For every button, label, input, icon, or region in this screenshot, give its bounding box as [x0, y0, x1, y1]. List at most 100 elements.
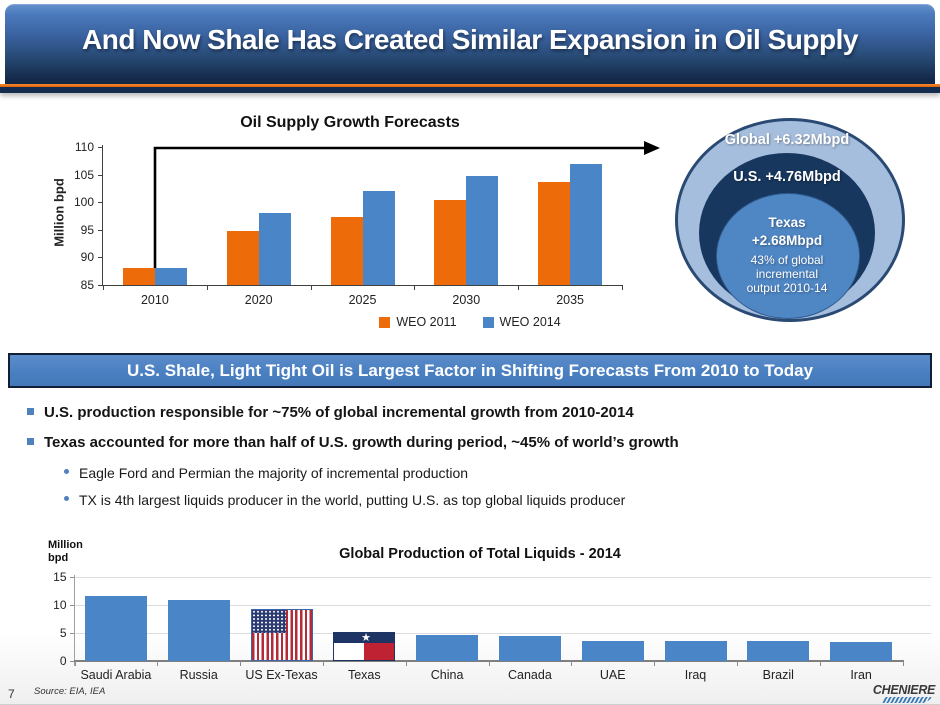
gridline	[74, 577, 931, 578]
y-axis-tick-label: 100	[73, 195, 94, 210]
liquids-chart-title: Global Production of Total Liquids - 201…	[339, 546, 621, 562]
y-axis-tick-label: 85	[80, 278, 94, 292]
circle-texas	[716, 193, 860, 319]
x-axis-category-label: UAE	[599, 668, 626, 682]
x-axis-category-label: Canada	[507, 668, 552, 682]
gridline	[74, 605, 931, 606]
bar-china	[416, 635, 479, 661]
y-axis-line	[73, 575, 75, 666]
x-axis-category-label: Saudi Arabia	[80, 668, 152, 682]
y-axis-line	[102, 145, 103, 286]
y-axis-tick-label: 105	[73, 167, 94, 182]
cheniere-logo: CHENIERE	[872, 683, 936, 697]
section-banner: U.S. Shale, Light Tight Oil is Largest F…	[8, 353, 932, 388]
y-axis-tick-mark	[98, 147, 103, 148]
title-accent-line	[0, 84, 940, 87]
x-axis-category-label: 2020	[244, 293, 273, 307]
y-axis-tick-mark	[98, 285, 103, 286]
circle-texas-note-1: 43% of global	[750, 253, 824, 267]
x-axis-tick-mark	[103, 285, 104, 290]
x-axis-category-label: Brazil	[762, 668, 794, 682]
bar-weo-2011-2020	[226, 231, 259, 285]
x-axis-tick-mark	[571, 661, 573, 666]
subbullet-tx-rank: TX is 4th largest liquids producer in th…	[64, 492, 924, 508]
x-axis-tick-mark	[74, 661, 76, 666]
circle-global-label: Global +6.32Mbpd	[724, 132, 850, 148]
y-axis-tick-mark	[98, 202, 103, 204]
bullet-texas-growth: Texas accounted for more than half of U.…	[27, 434, 927, 451]
x-axis-category-label: China	[430, 668, 464, 682]
x-axis-category-label: 2030	[452, 293, 481, 307]
oil-supply-chart-title: Oil Supply Growth Forecasts	[240, 114, 460, 131]
bar-weo-2011-2035	[538, 181, 571, 285]
y-axis-tick-label: 5	[59, 626, 67, 640]
x-axis-tick-mark	[322, 661, 324, 666]
bar-weo-2011-2030	[434, 199, 467, 285]
circle-texas-value: +2.68Mbpd	[751, 233, 823, 248]
x-axis-tick-mark	[518, 285, 520, 290]
x-axis-tick-mark	[622, 285, 623, 290]
y-axis-tick-mark	[69, 605, 75, 606]
x-axis-category-label: 2035	[556, 293, 584, 307]
bar-weo-2011-2010	[122, 268, 155, 285]
bar-weo-2014-2020	[258, 212, 291, 285]
x-axis-line	[102, 285, 622, 286]
round-bullet-icon	[64, 496, 69, 501]
x-axis-category-label: Iraq	[684, 668, 707, 682]
circle-texas-title: Texas	[768, 215, 806, 230]
y-axis-tick-mark	[98, 257, 103, 259]
x-axis-tick-mark	[488, 661, 490, 666]
y-axis-tick-mark	[98, 174, 103, 176]
round-bullet-icon	[64, 469, 69, 474]
chart-legend: WEO 2011 WEO 2014	[0, 315, 940, 329]
bar-weo-2014-2035	[570, 163, 603, 285]
x-axis-tick-mark	[157, 661, 159, 666]
legend-label: WEO 2011	[396, 315, 457, 329]
x-axis-tick-mark	[240, 661, 242, 666]
circle-texas-note-2: incremental	[755, 267, 819, 281]
x-axis-category-label: Iran	[850, 668, 872, 682]
legend-item: WEO 2014	[482, 315, 561, 329]
legend-label: WEO 2014	[499, 315, 561, 329]
bar-canada	[498, 635, 561, 661]
y-axis-tick-mark	[69, 577, 75, 578]
x-axis-tick-mark	[310, 285, 312, 290]
slide-title-bar: And Now Shale Has Created Similar Expans…	[5, 4, 935, 85]
bullet-us-production: U.S. production responsible for ~75% of …	[27, 404, 927, 421]
bar-us-flag	[250, 608, 313, 661]
bar-weo-2014-2010	[154, 268, 187, 285]
x-axis-category-label: Texas	[347, 668, 381, 682]
y-axis-tick-label: 90	[80, 250, 94, 265]
y-axis-tick-label: 110	[74, 140, 94, 154]
x-axis-tick-mark	[819, 661, 821, 666]
y-axis-tick-label: 10	[53, 598, 67, 612]
legend-swatch-icon	[379, 316, 391, 328]
bar-brazil	[747, 641, 810, 661]
cheniere-logo-swoosh-icon	[882, 697, 932, 703]
square-bullet-icon	[27, 438, 34, 445]
y-axis-tick-label: 0	[59, 654, 67, 668]
x-axis-tick-mark	[902, 661, 904, 666]
x-axis-category-label: Russia	[179, 668, 218, 682]
texas-flag-red-icon	[364, 643, 395, 660]
square-bullet-icon	[27, 408, 34, 415]
y-axis-tick-label: 15	[53, 570, 67, 584]
y-axis-tick-label: 95	[80, 222, 94, 237]
us-flag-canton-icon	[251, 609, 287, 633]
texas-flag-white-icon	[334, 643, 365, 660]
x-axis-tick-mark	[405, 661, 407, 666]
x-axis-tick-mark	[736, 661, 738, 666]
y-axis-tick-mark	[98, 229, 103, 231]
y-axis-tick-mark	[69, 661, 75, 662]
slide-title: And Now Shale Has Created Similar Expans…	[82, 24, 858, 55]
bar-russia	[167, 599, 230, 661]
x-axis-category-label: 2025	[348, 293, 377, 307]
bar-weo-2014-2025	[362, 191, 395, 285]
liquids-chart-ylabel: Million bpd	[48, 539, 83, 564]
x-axis-tick-mark	[414, 285, 416, 290]
x-axis-tick-mark	[206, 285, 208, 290]
circle-texas-note-3: output 2010-14	[746, 281, 828, 295]
x-axis-tick-mark	[654, 661, 656, 666]
subbullet-eagle-ford: Eagle Ford and Permian the majority of i…	[64, 465, 924, 481]
